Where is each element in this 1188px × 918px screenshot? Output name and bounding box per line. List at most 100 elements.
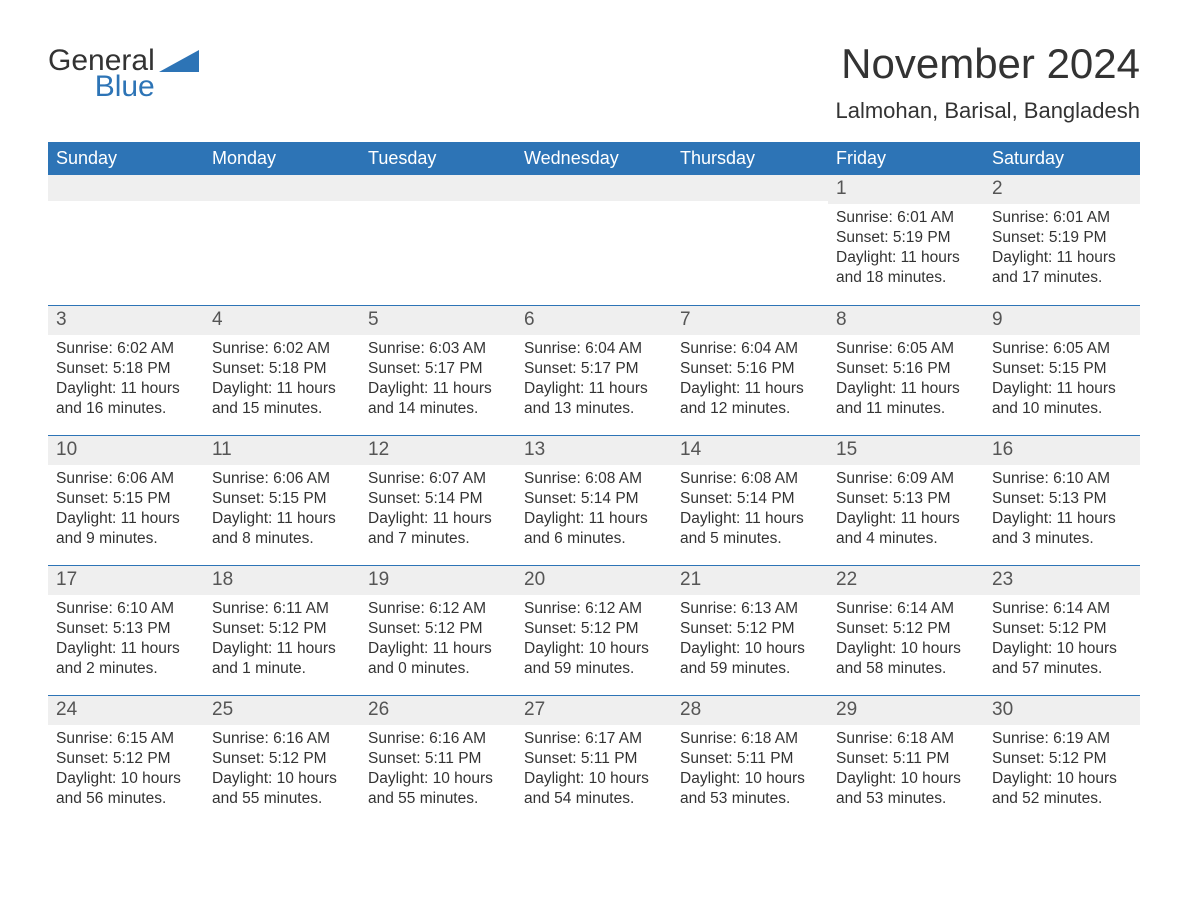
day-cell: 24Sunrise: 6:15 AMSunset: 5:12 PMDayligh… xyxy=(48,696,204,825)
day-number: 3 xyxy=(48,306,204,335)
week-row: 17Sunrise: 6:10 AMSunset: 5:13 PMDayligh… xyxy=(48,565,1140,695)
day-number: 14 xyxy=(672,436,828,465)
calendar: SundayMondayTuesdayWednesdayThursdayFrid… xyxy=(48,142,1140,825)
daylight-text: Daylight: 11 hours and 0 minutes. xyxy=(368,639,508,679)
day-header: Friday xyxy=(828,142,984,175)
day-number xyxy=(360,175,516,201)
sunrise-text: Sunrise: 6:01 AM xyxy=(836,208,976,228)
daylight-text: Daylight: 11 hours and 7 minutes. xyxy=(368,509,508,549)
day-number: 9 xyxy=(984,306,1140,335)
daylight-text: Daylight: 10 hours and 55 minutes. xyxy=(368,769,508,809)
sunrise-text: Sunrise: 6:04 AM xyxy=(680,339,820,359)
sunset-text: Sunset: 5:13 PM xyxy=(56,619,196,639)
sunrise-text: Sunrise: 6:02 AM xyxy=(212,339,352,359)
sunrise-text: Sunrise: 6:12 AM xyxy=(368,599,508,619)
day-cell: 21Sunrise: 6:13 AMSunset: 5:12 PMDayligh… xyxy=(672,566,828,695)
sunset-text: Sunset: 5:12 PM xyxy=(992,749,1132,769)
daylight-text: Daylight: 11 hours and 17 minutes. xyxy=(992,248,1132,288)
daylight-text: Daylight: 11 hours and 13 minutes. xyxy=(524,379,664,419)
day-cell: 23Sunrise: 6:14 AMSunset: 5:12 PMDayligh… xyxy=(984,566,1140,695)
day-cell: 14Sunrise: 6:08 AMSunset: 5:14 PMDayligh… xyxy=(672,436,828,565)
day-number xyxy=(672,175,828,201)
sunset-text: Sunset: 5:14 PM xyxy=(680,489,820,509)
sunrise-text: Sunrise: 6:08 AM xyxy=(680,469,820,489)
daylight-text: Daylight: 11 hours and 15 minutes. xyxy=(212,379,352,419)
day-cell: 20Sunrise: 6:12 AMSunset: 5:12 PMDayligh… xyxy=(516,566,672,695)
day-cell: 18Sunrise: 6:11 AMSunset: 5:12 PMDayligh… xyxy=(204,566,360,695)
sunset-text: Sunset: 5:13 PM xyxy=(836,489,976,509)
sunset-text: Sunset: 5:12 PM xyxy=(680,619,820,639)
sunrise-text: Sunrise: 6:11 AM xyxy=(212,599,352,619)
day-cell: 12Sunrise: 6:07 AMSunset: 5:14 PMDayligh… xyxy=(360,436,516,565)
day-cell: 19Sunrise: 6:12 AMSunset: 5:12 PMDayligh… xyxy=(360,566,516,695)
sunset-text: Sunset: 5:12 PM xyxy=(992,619,1132,639)
day-cell xyxy=(516,175,672,305)
week-row: 1Sunrise: 6:01 AMSunset: 5:19 PMDaylight… xyxy=(48,175,1140,305)
day-number: 17 xyxy=(48,566,204,595)
sunrise-text: Sunrise: 6:04 AM xyxy=(524,339,664,359)
sunset-text: Sunset: 5:12 PM xyxy=(836,619,976,639)
day-number: 2 xyxy=(984,175,1140,204)
day-number: 28 xyxy=(672,696,828,725)
sunrise-text: Sunrise: 6:07 AM xyxy=(368,469,508,489)
day-cell: 28Sunrise: 6:18 AMSunset: 5:11 PMDayligh… xyxy=(672,696,828,825)
day-cell: 27Sunrise: 6:17 AMSunset: 5:11 PMDayligh… xyxy=(516,696,672,825)
daylight-text: Daylight: 10 hours and 59 minutes. xyxy=(680,639,820,679)
sunset-text: Sunset: 5:18 PM xyxy=(212,359,352,379)
day-header: Monday xyxy=(204,142,360,175)
sunrise-text: Sunrise: 6:12 AM xyxy=(524,599,664,619)
week-row: 24Sunrise: 6:15 AMSunset: 5:12 PMDayligh… xyxy=(48,695,1140,825)
sunset-text: Sunset: 5:17 PM xyxy=(524,359,664,379)
day-number: 4 xyxy=(204,306,360,335)
daylight-text: Daylight: 11 hours and 1 minute. xyxy=(212,639,352,679)
day-cell xyxy=(672,175,828,305)
daylight-text: Daylight: 11 hours and 12 minutes. xyxy=(680,379,820,419)
sunrise-text: Sunrise: 6:16 AM xyxy=(368,729,508,749)
sunrise-text: Sunrise: 6:08 AM xyxy=(524,469,664,489)
daylight-text: Daylight: 11 hours and 8 minutes. xyxy=(212,509,352,549)
sunset-text: Sunset: 5:19 PM xyxy=(992,228,1132,248)
day-number: 8 xyxy=(828,306,984,335)
day-cell: 5Sunrise: 6:03 AMSunset: 5:17 PMDaylight… xyxy=(360,306,516,435)
sunset-text: Sunset: 5:11 PM xyxy=(524,749,664,769)
week-row: 3Sunrise: 6:02 AMSunset: 5:18 PMDaylight… xyxy=(48,305,1140,435)
day-number: 19 xyxy=(360,566,516,595)
sunrise-text: Sunrise: 6:06 AM xyxy=(56,469,196,489)
daylight-text: Daylight: 10 hours and 53 minutes. xyxy=(836,769,976,809)
day-cell: 4 Sunrise: 6:02 AMSunset: 5:18 PMDaylight… xyxy=(204,306,360,435)
day-number xyxy=(204,175,360,201)
logo: General Blue xyxy=(48,40,199,102)
daylight-text: Daylight: 10 hours and 58 minutes. xyxy=(836,639,976,679)
sunrise-text: Sunrise: 6:19 AM xyxy=(992,729,1132,749)
daylight-text: Daylight: 11 hours and 9 minutes. xyxy=(56,509,196,549)
daylight-text: Daylight: 11 hours and 2 minutes. xyxy=(56,639,196,679)
daylight-text: Daylight: 10 hours and 52 minutes. xyxy=(992,769,1132,809)
day-number: 21 xyxy=(672,566,828,595)
day-cell: 2Sunrise: 6:01 AMSunset: 5:19 PMDaylight… xyxy=(984,175,1140,305)
day-cell xyxy=(48,175,204,305)
day-cell: 16Sunrise: 6:10 AMSunset: 5:13 PMDayligh… xyxy=(984,436,1140,565)
day-cell: 9Sunrise: 6:05 AMSunset: 5:15 PMDaylight… xyxy=(984,306,1140,435)
day-number: 22 xyxy=(828,566,984,595)
day-number: 11 xyxy=(204,436,360,465)
sunset-text: Sunset: 5:15 PM xyxy=(56,489,196,509)
day-header: Tuesday xyxy=(360,142,516,175)
sunset-text: Sunset: 5:19 PM xyxy=(836,228,976,248)
day-number: 10 xyxy=(48,436,204,465)
day-cell: 11Sunrise: 6:06 AMSunset: 5:15 PMDayligh… xyxy=(204,436,360,565)
day-cell: 22Sunrise: 6:14 AMSunset: 5:12 PMDayligh… xyxy=(828,566,984,695)
day-cell: 6Sunrise: 6:04 AMSunset: 5:17 PMDaylight… xyxy=(516,306,672,435)
daylight-text: Daylight: 10 hours and 54 minutes. xyxy=(524,769,664,809)
sunset-text: Sunset: 5:12 PM xyxy=(212,749,352,769)
sunset-text: Sunset: 5:14 PM xyxy=(524,489,664,509)
day-number: 12 xyxy=(360,436,516,465)
day-number: 23 xyxy=(984,566,1140,595)
daylight-text: Daylight: 11 hours and 18 minutes. xyxy=(836,248,976,288)
day-cell: 30Sunrise: 6:19 AMSunset: 5:12 PMDayligh… xyxy=(984,696,1140,825)
sunrise-text: Sunrise: 6:02 AM xyxy=(56,339,196,359)
day-number xyxy=(48,175,204,201)
sunset-text: Sunset: 5:12 PM xyxy=(524,619,664,639)
sunrise-text: Sunrise: 6:18 AM xyxy=(836,729,976,749)
sunset-text: Sunset: 5:18 PM xyxy=(56,359,196,379)
logo-triangle-icon xyxy=(159,50,199,74)
